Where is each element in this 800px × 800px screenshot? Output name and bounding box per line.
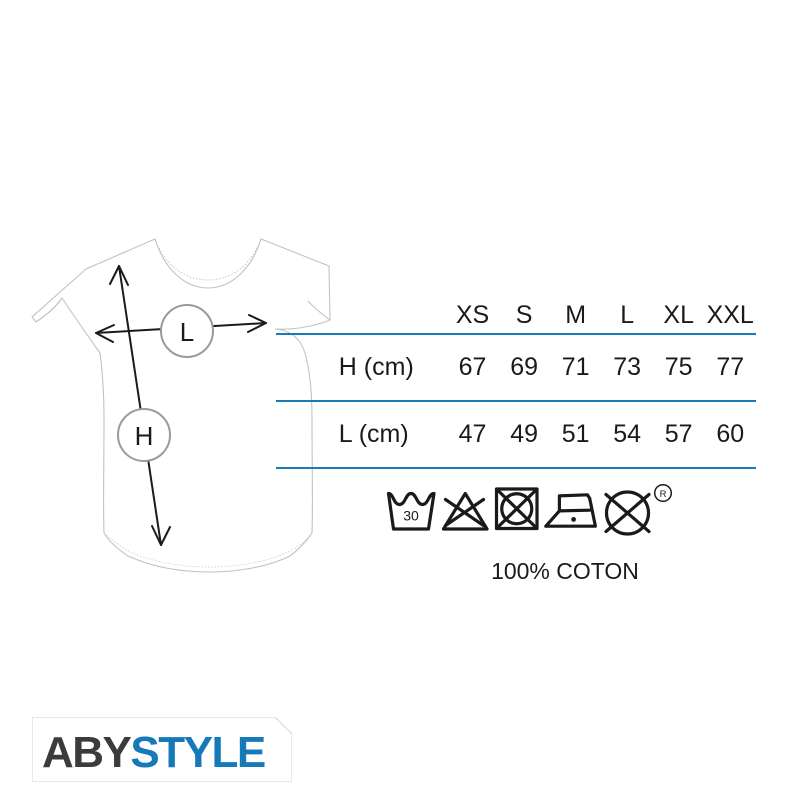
svg-text:ABYSTYLE: ABYSTYLE [42,728,265,777]
svg-text:R: R [660,489,667,500]
svg-text:30: 30 [403,508,419,524]
